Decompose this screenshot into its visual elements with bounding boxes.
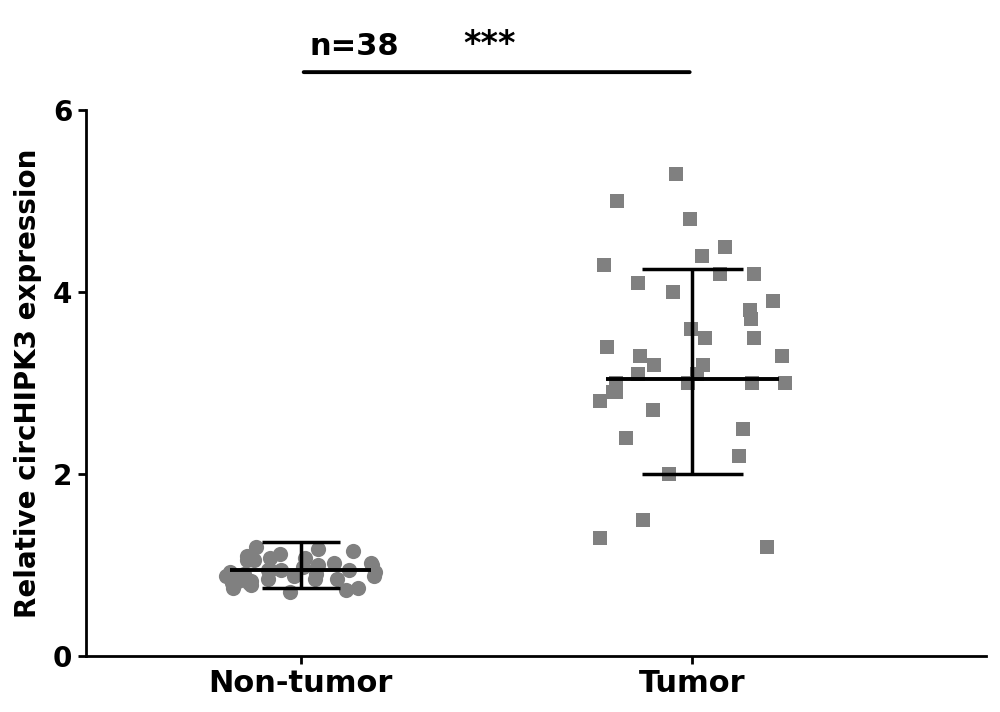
Y-axis label: Relative circHIPK3 expression: Relative circHIPK3 expression: [14, 148, 42, 618]
Point: [241, 577, 257, 589]
Point: [599, 341, 615, 352]
Point: [326, 557, 342, 569]
Point: [363, 557, 379, 569]
Point: [596, 259, 612, 271]
Point: [350, 582, 366, 593]
Point: [218, 570, 234, 582]
Point: [308, 568, 324, 580]
Point: [366, 570, 382, 582]
Point: [765, 295, 781, 307]
Point: [777, 377, 793, 389]
Point: [239, 555, 255, 566]
Point: [608, 387, 624, 398]
Point: [683, 323, 699, 334]
Point: [262, 552, 278, 563]
Point: [646, 360, 662, 371]
Point: [260, 564, 276, 575]
Point: [609, 196, 625, 207]
Point: [744, 377, 760, 389]
Point: [746, 268, 762, 280]
Point: [694, 250, 710, 261]
Point: [746, 332, 762, 343]
Point: [338, 585, 354, 596]
Point: [731, 450, 747, 461]
Point: [248, 541, 264, 553]
Point: [310, 560, 326, 571]
Point: [297, 552, 313, 563]
Point: [592, 532, 608, 543]
Point: [364, 560, 380, 571]
Point: [295, 561, 311, 572]
Point: [630, 278, 646, 289]
Point: [367, 567, 383, 578]
Point: [689, 368, 705, 379]
Point: [272, 548, 288, 560]
Point: [243, 576, 259, 587]
Point: [682, 214, 698, 225]
Point: [645, 404, 661, 416]
Point: [307, 573, 323, 585]
Point: [630, 368, 646, 379]
Point: [230, 576, 246, 587]
Point: [605, 387, 621, 398]
Point: [668, 168, 684, 179]
Point: [635, 514, 651, 525]
Point: [341, 564, 357, 575]
Point: [273, 564, 289, 575]
Point: [309, 561, 325, 572]
Point: [225, 582, 241, 593]
Point: [224, 577, 240, 589]
Point: [310, 543, 326, 555]
Point: [632, 350, 648, 362]
Point: [774, 350, 790, 362]
Point: [236, 568, 252, 580]
Point: [735, 423, 751, 434]
Point: [222, 567, 238, 578]
Point: [282, 587, 298, 598]
Point: [260, 573, 276, 585]
Point: [661, 468, 677, 480]
Point: [262, 564, 278, 575]
Point: [345, 545, 361, 557]
Point: [665, 286, 681, 298]
Point: [243, 580, 259, 591]
Point: [286, 570, 302, 582]
Point: [717, 241, 733, 253]
Point: [239, 550, 255, 562]
Point: [695, 360, 711, 371]
Point: [712, 268, 728, 280]
Point: [743, 314, 759, 325]
Point: [246, 555, 262, 566]
Point: [608, 377, 624, 389]
Point: [759, 541, 775, 553]
Point: [742, 305, 758, 316]
Point: [697, 332, 713, 343]
Point: [592, 396, 608, 407]
Text: n=38: n=38: [310, 32, 400, 61]
Point: [329, 573, 345, 585]
Point: [680, 377, 696, 389]
Text: ***: ***: [463, 28, 516, 61]
Point: [618, 432, 634, 444]
